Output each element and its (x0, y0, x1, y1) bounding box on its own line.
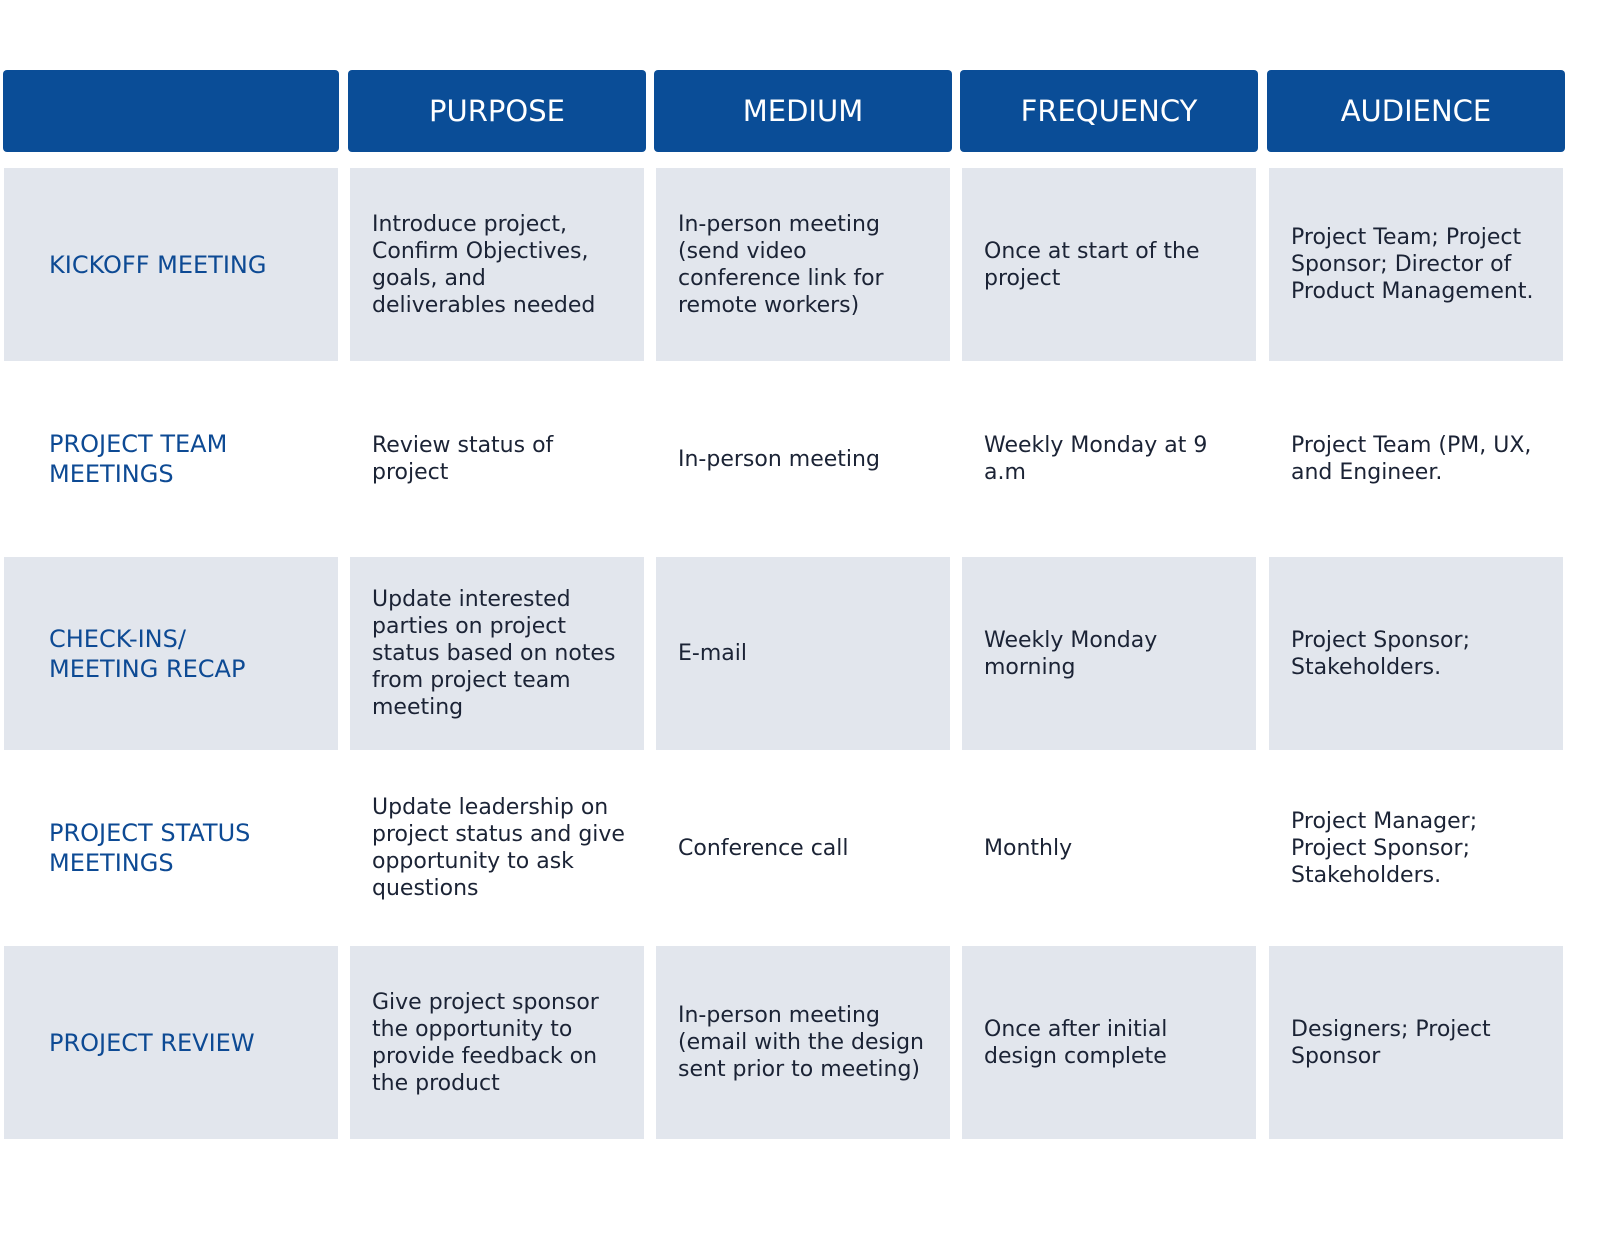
row-label: PROJECT TEAM MEETINGS (49, 430, 228, 488)
row-label: PROJECT REVIEW (4, 946, 338, 1139)
table-cell: Designers; Project Sponsor (1269, 946, 1563, 1139)
row-label: CHECK-INS/ MEETING RECAP (4, 557, 338, 750)
table-cell: In-person meeting (678, 446, 880, 472)
row-label: KICKOFF MEETING (4, 168, 338, 361)
row-label: PROJECT STATUS MEETINGS (49, 819, 251, 877)
table-cell: Weekly Monday morning (962, 557, 1256, 750)
table-cell: Weekly Monday at 9 a.m (984, 433, 1208, 485)
table-cell: Project Manager; Project Sponsor; Stakeh… (1291, 808, 1478, 888)
table-cell: Update interested parties on project sta… (350, 557, 644, 750)
table-cell: Introduce project, Confirm Objectives, g… (350, 168, 644, 361)
table-cell: Project Team; Project Sponsor; Director … (1269, 168, 1563, 361)
header-corner (3, 70, 339, 152)
table-cell: Once at start of the project (962, 168, 1256, 361)
column-header: AUDIENCE (1267, 70, 1565, 152)
table-cell: E-mail (656, 557, 950, 750)
table-cell: In-person meeting (send video conference… (656, 168, 950, 361)
table-cell: Give project sponsor the opportunity to … (350, 946, 644, 1139)
column-header: FREQUENCY (960, 70, 1258, 152)
table-cell: Project Sponsor; Stakeholders. (1269, 557, 1563, 750)
table-cell: Monthly (984, 835, 1073, 861)
column-header: PURPOSE (348, 70, 646, 152)
table-cell: Conference call (678, 835, 849, 861)
table-cell: In-person meeting (email with the design… (656, 946, 950, 1139)
table-cell: Project Team (PM, UX, and Engineer. (1291, 433, 1532, 485)
column-header: MEDIUM (654, 70, 952, 152)
table-cell: Once after initial design complete (962, 946, 1256, 1139)
table-cell: Update leadership on project status and … (372, 795, 625, 901)
table-cell: Review status of project (372, 433, 554, 485)
